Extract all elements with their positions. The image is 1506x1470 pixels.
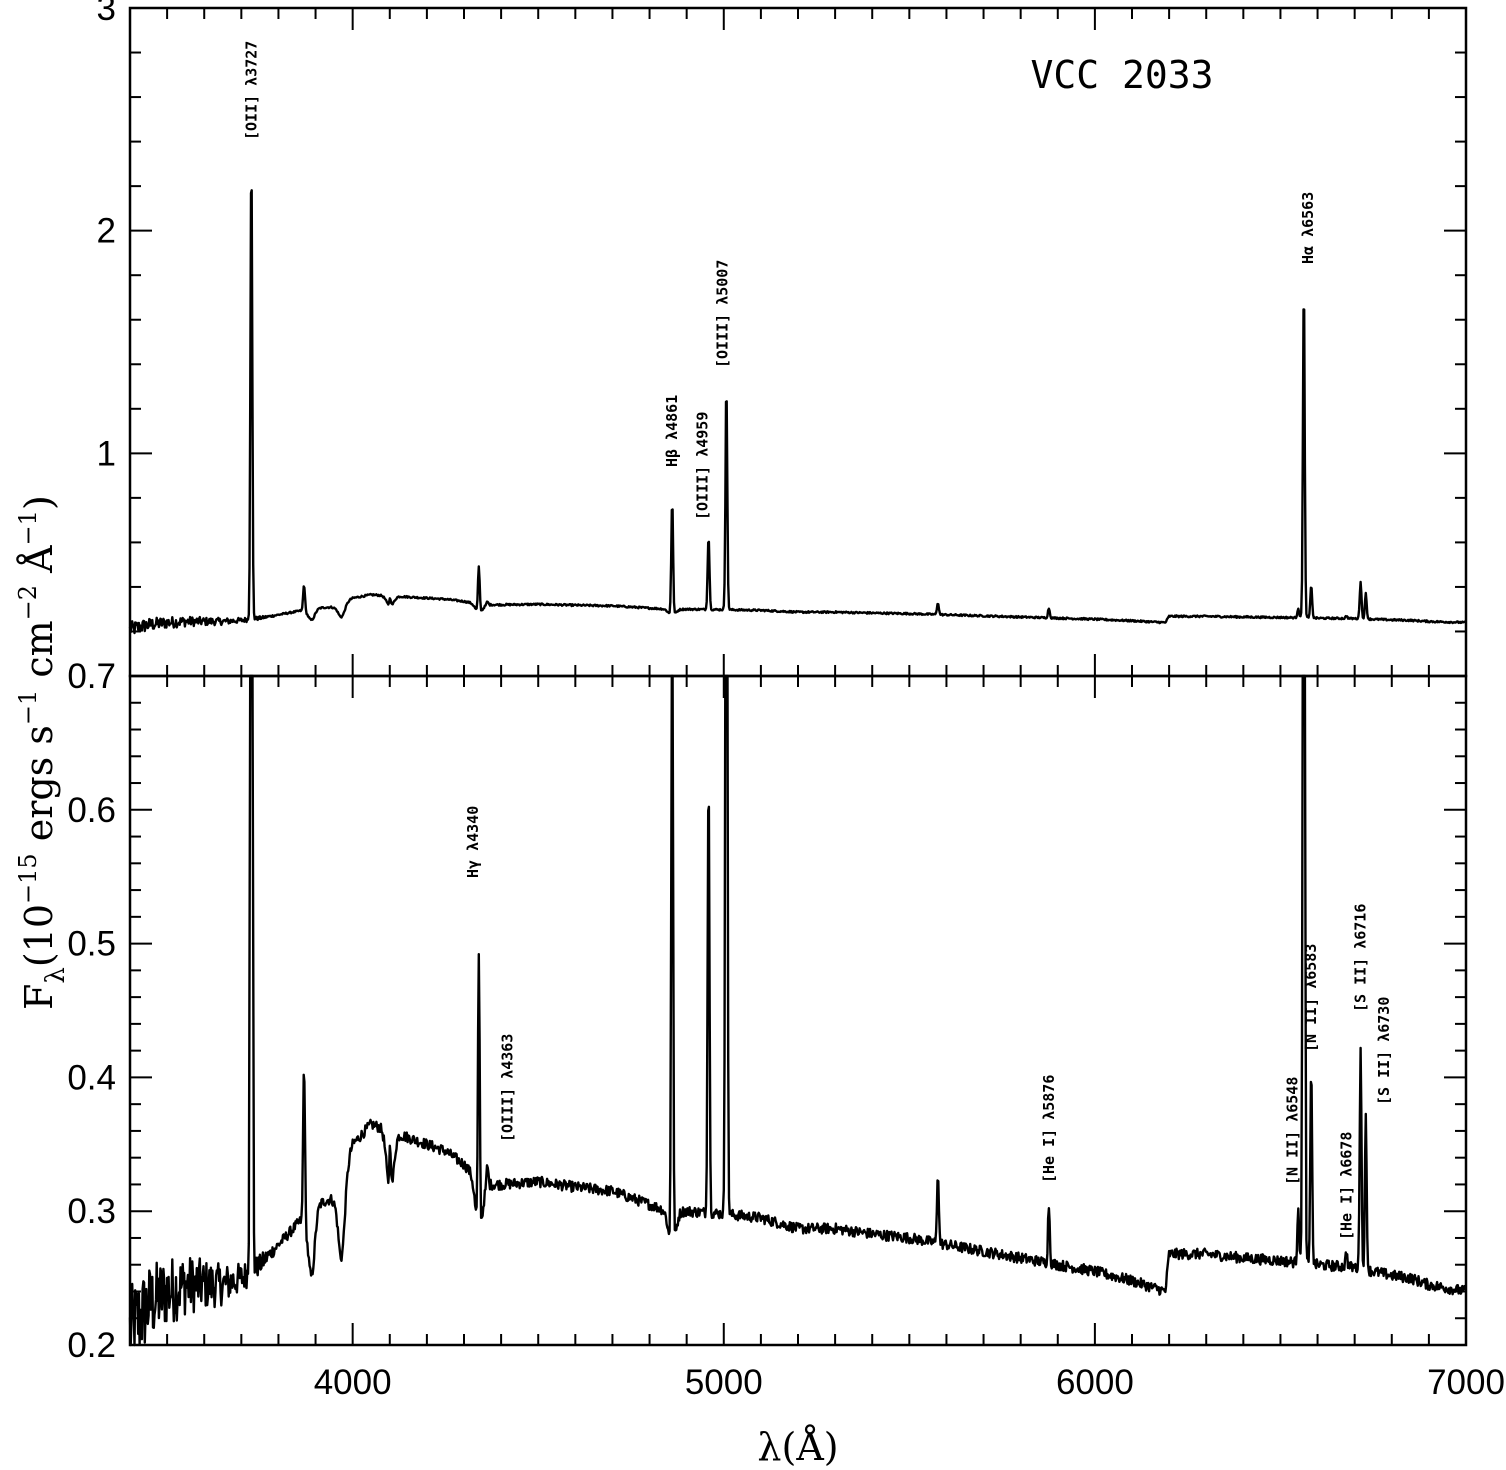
ylabel-post: ) — [17, 495, 61, 510]
y-tick-label: 0.6 — [67, 791, 116, 830]
emission-line-label: [He I] λ5876 — [1040, 1075, 1058, 1183]
ylabel-mid3: Å — [17, 545, 61, 585]
ylabel-exp3: −2 — [14, 585, 42, 620]
ylabel-exp4: −1 — [14, 510, 42, 545]
y-tick-label: 2 — [97, 212, 116, 251]
emission-line-label: [S II] λ6716 — [1352, 904, 1370, 1012]
bottom-panel-frame — [128, 674, 1468, 1347]
ylabel-pre: (10 — [17, 904, 61, 967]
emission-line-label: [OIII] λ5007 — [713, 260, 731, 368]
ylabel-mid2: cm — [17, 620, 61, 689]
emission-line-label: Hγ λ4340 — [464, 806, 482, 878]
y-axis-title: Fλ(10−15 ergs s−1 cm−2 Å−1) — [14, 495, 71, 1010]
y-tick-label: 0.4 — [67, 1058, 116, 1097]
y-tick-label: 3 — [97, 0, 116, 28]
y-tick-label: 1 — [97, 434, 116, 473]
emission-line-label: [He I] λ6678 — [1338, 1132, 1356, 1240]
emission-line-label: Hβ λ4861 — [663, 395, 681, 467]
x-tick-label: 4000 — [314, 1363, 392, 1402]
x-tick-label: 7000 — [1427, 1363, 1505, 1402]
ylabel-mid1: ergs s — [17, 725, 61, 853]
emission-line-labels: [OII] λ3727 Hγ λ4340 [OIII] λ4363 Hβ λ4861 [… — [242, 41, 1392, 1240]
ylabel-exp2: −1 — [14, 690, 42, 725]
emission-line-label: [N II] λ6548 — [1283, 1077, 1301, 1185]
emission-line-label: [OIII] λ4363 — [498, 1034, 516, 1142]
svg-text:Fλ(10−15 ergs s−1 cm−2 Å−1): Fλ(10−15 ergs s−1 cm−2 Å−1) — [14, 495, 71, 1010]
y-tick-label: 0.5 — [67, 925, 116, 964]
emission-line-label: [OII] λ3727 — [242, 41, 260, 140]
top-panel-frame — [128, 6, 1468, 678]
x-tick-label: 5000 — [685, 1363, 763, 1402]
ylabel-main: F — [17, 984, 61, 1010]
ylabel-sub: λ — [41, 967, 71, 983]
x-tick-label: 6000 — [1056, 1363, 1134, 1402]
y-tick-label: 0.2 — [67, 1326, 116, 1365]
emission-line-label: Hα λ6563 — [1299, 192, 1317, 264]
emission-line-label: [OIII] λ4959 — [694, 412, 712, 520]
x-axis-title: λ(Å) — [757, 1425, 838, 1469]
ylabel-exp1: −15 — [14, 853, 42, 904]
emission-line-label: [N II] λ6583 — [1302, 944, 1320, 1052]
spectrum-line-bottom — [128, 674, 1468, 1347]
spectrum-line-top — [128, 189, 1467, 635]
y-tick-label: 0.3 — [67, 1192, 116, 1231]
emission-line-label: [S II] λ6730 — [1375, 997, 1393, 1105]
axis-tick-labels: 1 2 3 0.2 0.3 0.4 0.5 0.6 0.7 4000 5000 6000 7000 — [67, 0, 1505, 1402]
chart-title: VCC 2033 — [1030, 53, 1213, 97]
y-tick-label: 0.7 — [67, 657, 116, 696]
